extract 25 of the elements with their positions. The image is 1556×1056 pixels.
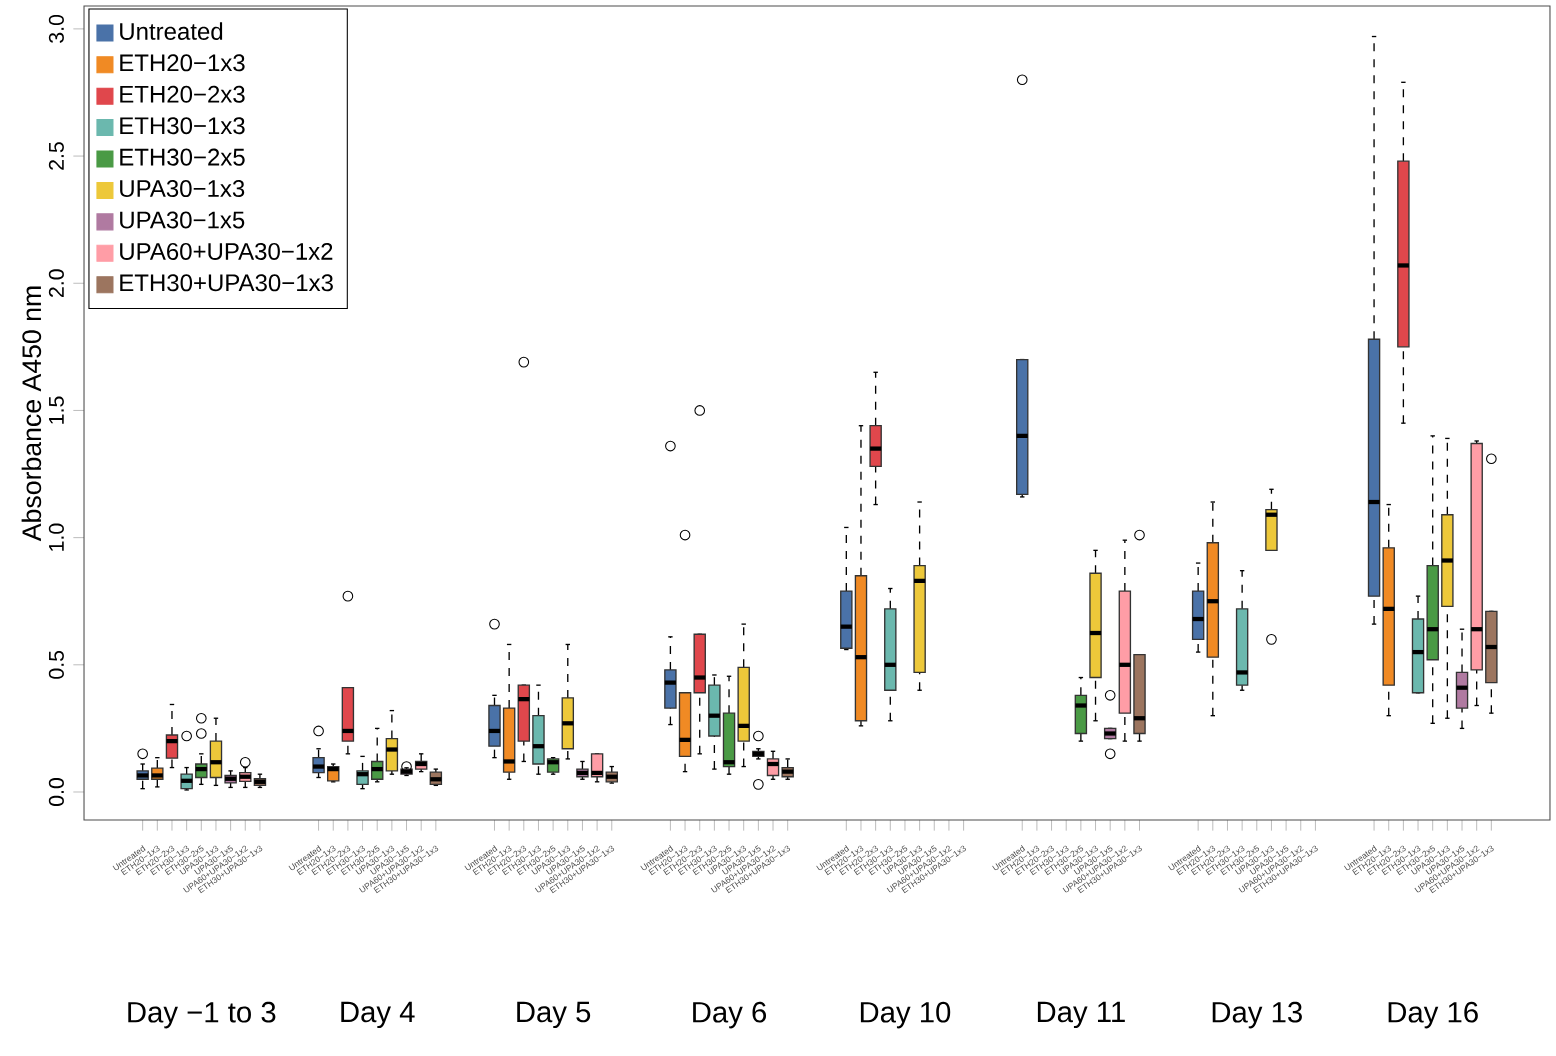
y-tick-label: 2.5 bbox=[48, 142, 64, 170]
x-tick-label: Day 4 bbox=[341, 1001, 415, 1029]
y-tick-label: 2.0 bbox=[48, 269, 64, 297]
y-tick-label: 0.5 bbox=[48, 650, 64, 679]
y-axis-title: Absorbance A450 nm bbox=[21, 286, 42, 542]
legend-label: ETH20−1x3 bbox=[120, 54, 245, 72]
legend-label: ETH30+UPA30−1x3 bbox=[120, 274, 333, 292]
x-tick-label: Day 5 bbox=[517, 1001, 591, 1029]
x-tick-label: Day 16 bbox=[1388, 1001, 1478, 1029]
y-tick-label: 0.0 bbox=[48, 777, 64, 806]
y-tick-label: 1.5 bbox=[49, 396, 64, 424]
legend-label: ETH20−2x3 bbox=[120, 85, 245, 103]
legend-label: ETH30−2x5 bbox=[120, 148, 245, 166]
legend-label: Untreated bbox=[120, 22, 223, 40]
legend-label: UPA60+UPA30−1x2 bbox=[120, 242, 333, 260]
legend-label: UPA30−1x3 bbox=[120, 180, 245, 198]
x-tick-label: Day 13 bbox=[1212, 1001, 1302, 1029]
y-tick-label: 1.0 bbox=[48, 523, 64, 551]
x-tick-label: Day 10 bbox=[860, 1001, 951, 1029]
legend-label: UPA30−1x5 bbox=[120, 211, 245, 229]
legend-label: ETH30−1x3 bbox=[120, 117, 245, 135]
y-tick-label: 3.0 bbox=[48, 14, 64, 43]
x-tick-label: Day 6 bbox=[693, 1001, 767, 1029]
x-tick-label: Day 11 bbox=[1037, 1001, 1125, 1029]
x-tick-label: Day −1 to 3 bbox=[128, 1001, 276, 1029]
